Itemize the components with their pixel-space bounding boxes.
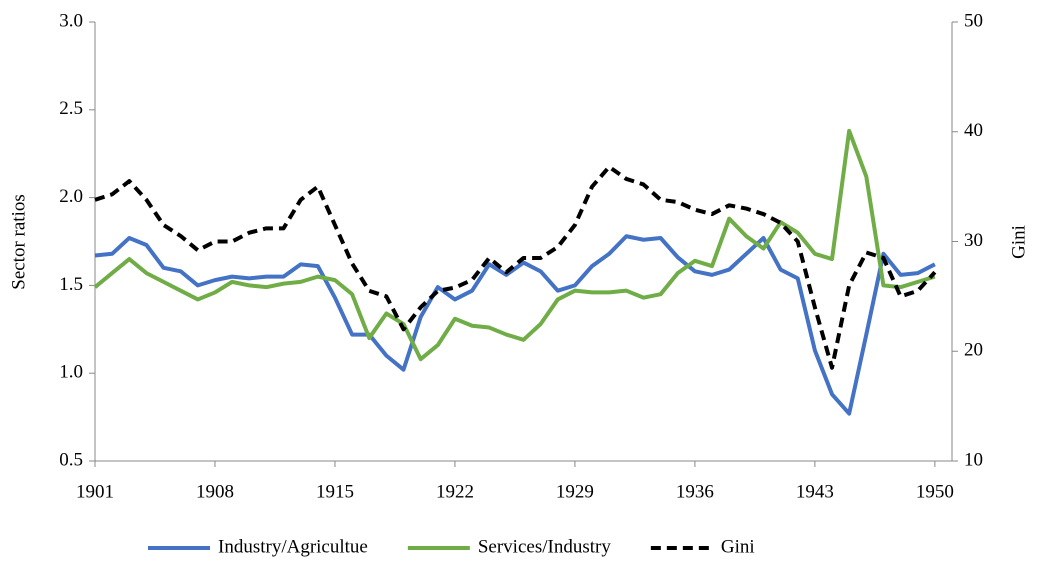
x-tick-label: 1943 bbox=[796, 481, 834, 502]
legend-label: Industry/Agricultue bbox=[218, 536, 368, 557]
series-line bbox=[94, 234, 936, 416]
legend-label: Gini bbox=[721, 536, 755, 557]
y-axis-title: Sector ratios bbox=[8, 194, 29, 290]
series-line bbox=[94, 164, 937, 370]
legend-label: Services/Industry bbox=[478, 536, 611, 557]
x-tick-label: 1915 bbox=[316, 481, 354, 502]
y2-axis-title: Gini bbox=[1008, 225, 1029, 259]
y2-tick-label: 10 bbox=[964, 449, 983, 470]
y-tick-label: 3.0 bbox=[59, 10, 83, 31]
x-tick-label: 1929 bbox=[556, 481, 594, 502]
x-tick-label: 1908 bbox=[196, 481, 234, 502]
y-tick-label: 1.5 bbox=[59, 274, 83, 295]
y-tick-label: 2.5 bbox=[59, 98, 83, 119]
x-tick-label: 1922 bbox=[436, 481, 474, 502]
x-tick-label: 1950 bbox=[916, 481, 954, 502]
x-tick-label: 1901 bbox=[76, 481, 114, 502]
y-tick-label: 0.5 bbox=[59, 449, 83, 470]
y-tick-label: 1.0 bbox=[59, 362, 83, 383]
y2-tick-label: 40 bbox=[964, 120, 983, 141]
y-tick-label: 2.0 bbox=[59, 186, 83, 207]
x-tick-label: 1936 bbox=[676, 481, 714, 502]
y2-tick-label: 20 bbox=[964, 340, 983, 361]
y2-tick-label: 30 bbox=[964, 230, 983, 251]
series-line bbox=[93, 128, 936, 362]
y2-tick-label: 50 bbox=[964, 10, 983, 31]
